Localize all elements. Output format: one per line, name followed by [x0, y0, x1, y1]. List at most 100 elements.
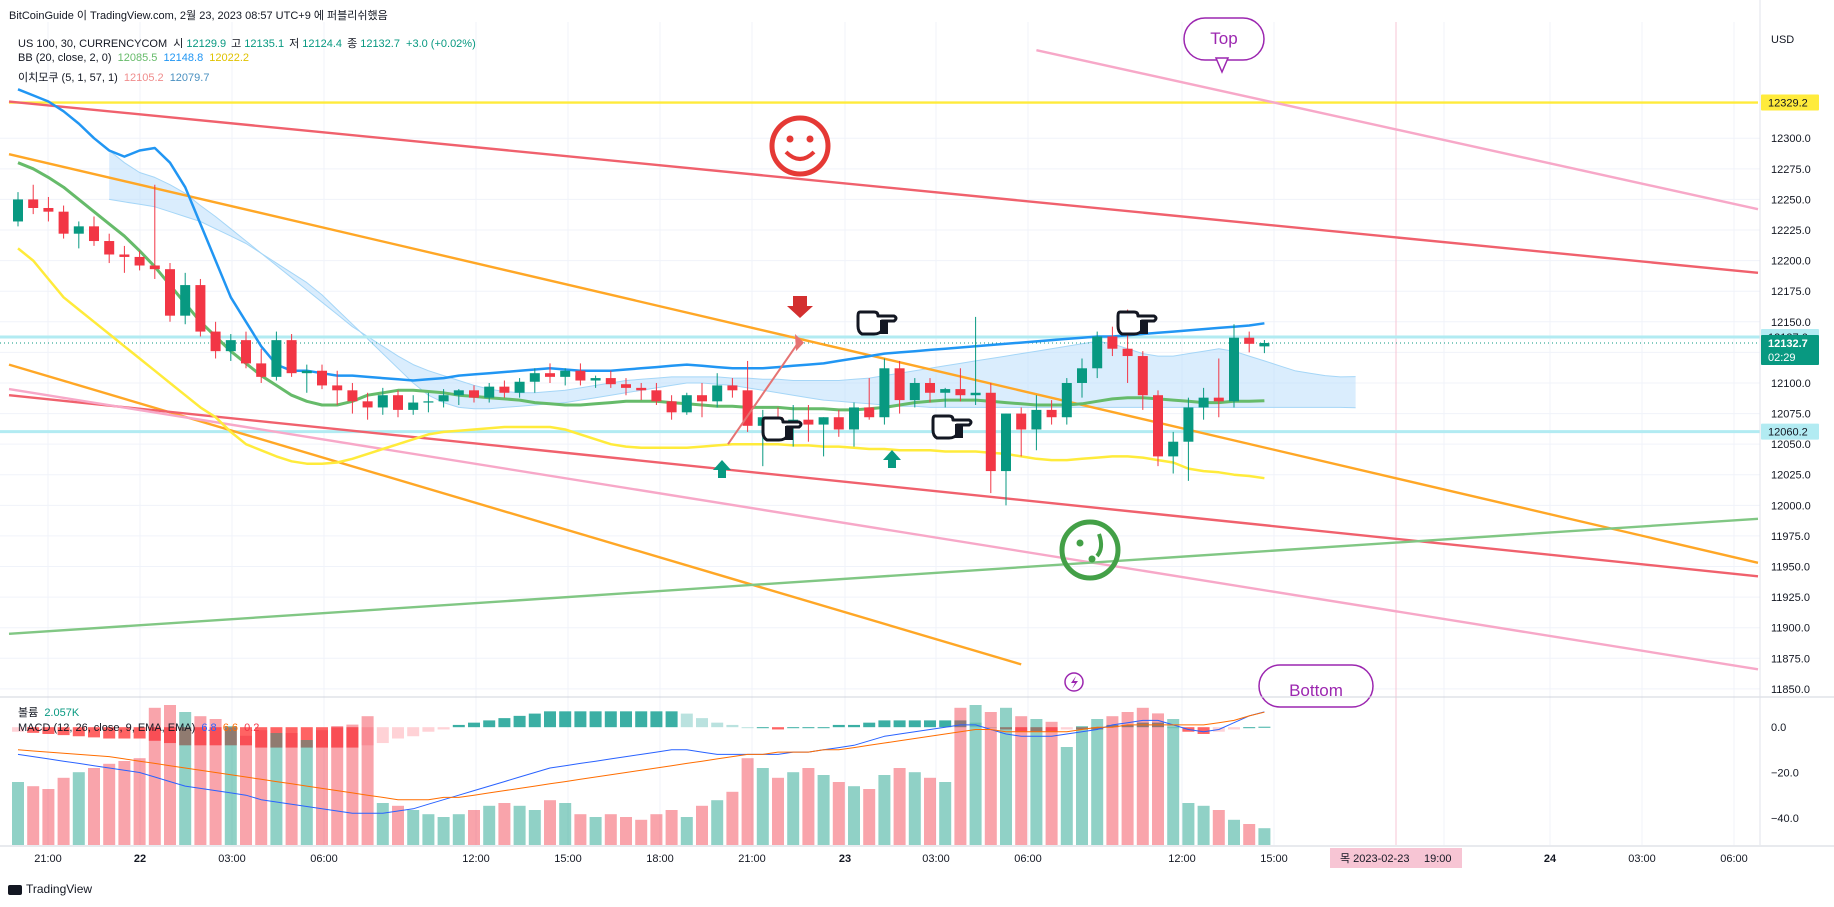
- time-tick-label: 21:00: [34, 853, 62, 865]
- trend-line-red-channel: [8, 394, 1759, 578]
- bb-lower-value: 12022.2: [209, 52, 250, 64]
- sell-arrow-icon: [787, 296, 813, 318]
- candle-body: [408, 402, 419, 410]
- volume-bar: [72, 772, 85, 845]
- candle-body: [1153, 395, 1163, 457]
- candle: [43, 196, 54, 222]
- time-tick-label: 15:00: [1260, 853, 1288, 865]
- candle-body: [28, 199, 39, 208]
- candle: [697, 382, 707, 418]
- volume-bar: [240, 735, 252, 845]
- macd-histogram-bar: [498, 718, 511, 728]
- candle: [104, 233, 115, 264]
- symbol-legend[interactable]: US 100, 30, CURRENCYCOM 시 12129.9 고 12135.…: [18, 35, 479, 51]
- hand-pointer-icon: [1116, 310, 1158, 336]
- volume-bar: [270, 733, 283, 845]
- volume-bar: [863, 789, 876, 845]
- candle-body: [149, 265, 160, 270]
- bb-basis-line: [17, 161, 1265, 412]
- candle: [484, 382, 495, 403]
- candle: [605, 370, 616, 388]
- time-tick-label: 15:00: [554, 853, 582, 865]
- candle-body: [940, 389, 951, 393]
- macd-histogram-bar: [1258, 726, 1271, 728]
- candle: [347, 382, 358, 414]
- price-axis-label-countdown: 02:29: [1768, 352, 1796, 364]
- candle: [712, 373, 723, 408]
- price-axis-label-text: 12132.7: [1768, 338, 1808, 350]
- macd-histogram-bar: [164, 727, 176, 744]
- candle-body: [864, 407, 875, 418]
- candle: [119, 245, 130, 273]
- candle-body: [256, 363, 267, 377]
- candle-body: [1001, 413, 1011, 472]
- macd-histogram-bar: [620, 711, 632, 728]
- macd-histogram-bar: [863, 722, 876, 728]
- macd-histogram-bar: [1000, 727, 1012, 730]
- candle: [1031, 395, 1042, 451]
- macd-histogram-bar: [42, 727, 55, 734]
- volume-bar: [498, 803, 511, 845]
- macd-histogram-bar: [331, 727, 344, 748]
- smiley-outline: [769, 115, 831, 177]
- macd-legend[interactable]: MACD (12, 26, close, 9, EMA, EMA) 6.8 6.…: [18, 722, 262, 734]
- macd-histogram-bar: [361, 727, 374, 746]
- macd-tick-label: −20.0: [1771, 768, 1799, 780]
- time-tick-label: 12:00: [462, 853, 490, 865]
- candle-body: [13, 199, 23, 222]
- candle: [317, 364, 327, 390]
- smiley-face-icon: [769, 115, 831, 177]
- candle-body: [347, 390, 358, 402]
- candle-body: [499, 386, 510, 393]
- candle: [1107, 326, 1118, 357]
- macd-histogram-bar: [392, 727, 404, 739]
- candle-body: [225, 340, 236, 352]
- currency-label: USD: [1771, 34, 1795, 46]
- bb-legend[interactable]: BB (20, close, 2, 0) 12085.5 12148.8 120…: [18, 52, 252, 64]
- candle: [165, 263, 175, 322]
- candle-body: [1244, 337, 1255, 344]
- trend-line-pink-channel: [1036, 48, 1759, 211]
- candle: [803, 404, 814, 442]
- volume-bar: [1121, 712, 1134, 845]
- candle-body: [134, 256, 145, 266]
- macd-histogram-bar: [148, 727, 161, 741]
- candle: [1016, 407, 1027, 457]
- candle-body: [894, 368, 905, 401]
- histogram-value: 0.2: [244, 722, 260, 734]
- macd-histogram-bar: [696, 718, 708, 728]
- candle-body: [1168, 441, 1179, 457]
- hand-shape: [1116, 310, 1158, 336]
- price-tick-label: 12175.0: [1771, 286, 1811, 298]
- candle-body: [119, 254, 130, 257]
- price-tick-label: 12025.0: [1771, 470, 1811, 482]
- ohlc-change: +3.0 (+0.02%): [406, 38, 476, 50]
- price-tick-label: 12000.0: [1771, 500, 1811, 512]
- time-tick-label: 21:00: [738, 853, 766, 865]
- candle-body: [1016, 413, 1027, 430]
- macd-histogram-bar: [255, 727, 268, 748]
- candle-body: [271, 340, 282, 377]
- price-tick-label: 12250.0: [1771, 194, 1811, 206]
- candle: [681, 392, 692, 415]
- volume-bar: [969, 705, 982, 845]
- volume-bar: [1030, 719, 1043, 845]
- macd-histogram-bar: [513, 715, 526, 728]
- macd-histogram-bar: [650, 711, 663, 728]
- time-tick-label: 12:00: [1168, 853, 1196, 865]
- volume-legend[interactable]: 볼륨 2.057K: [18, 704, 82, 720]
- volume-bar: [650, 814, 663, 845]
- candle: [393, 390, 403, 418]
- ichimoku-legend[interactable]: 이치모쿠 (5, 1, 57, 1) 12105.2 12079.7: [18, 69, 212, 85]
- volume-bar: [817, 775, 830, 845]
- volume-bar: [1106, 716, 1119, 845]
- macd-histogram-bar: [133, 727, 146, 739]
- smiley-eye: [806, 135, 814, 143]
- top-label: Top: [1210, 29, 1237, 48]
- volume-bar: [118, 761, 131, 845]
- price-axis-label: 12060.2: [1761, 423, 1819, 440]
- cursor-time-text: 목 2023-02-23: [1340, 852, 1409, 865]
- candle: [818, 417, 829, 457]
- macd-histogram-bar: [209, 727, 222, 746]
